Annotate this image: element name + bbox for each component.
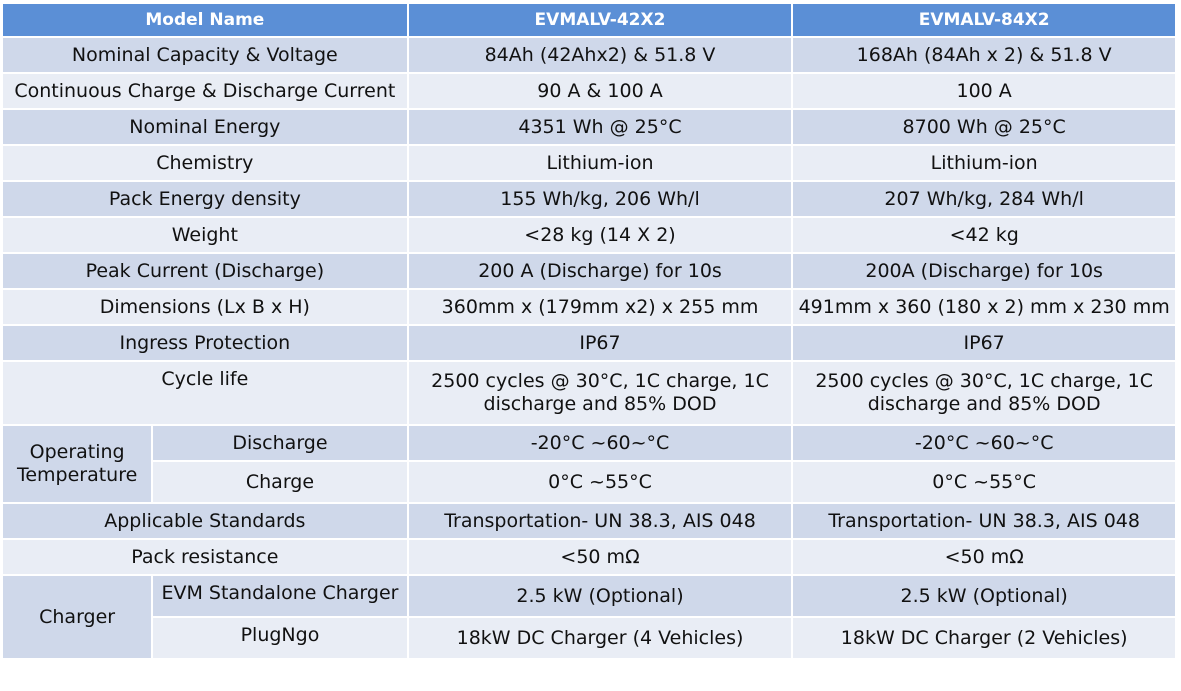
table-row: PlugNgo 18kW DC Charger (4 Vehicles) 18k… (3, 618, 1175, 658)
cell-84x2: Lithium-ion (793, 146, 1175, 180)
row-label: PlugNgo (153, 618, 407, 658)
operating-temperature-label: Operating Temperature (3, 426, 152, 502)
table-row: Cycle life 2500 cycles @ 30°C, 1C charge… (3, 362, 1175, 424)
cell-42x2: 90 A & 100 A (408, 74, 792, 108)
table-row: Chemistry Lithium-ion Lithium-ion (3, 146, 1175, 180)
cell-42x2: IP67 (408, 326, 792, 360)
row-label: Pack resistance (3, 540, 407, 574)
cell-42x2: Transportation- UN 38.3, AIS 048 (408, 504, 792, 538)
cell-42x2: 360mm x (179mm x2) x 255 mm (408, 290, 792, 324)
row-label: Chemistry (3, 146, 407, 180)
table-row: Pack Energy density 155 Wh/kg, 206 Wh/l … (3, 182, 1175, 216)
row-label: Peak Current (Discharge) (3, 254, 407, 288)
header-model-42x2: EVMALV-42X2 (408, 4, 792, 36)
cell-42x2: 84Ah (42Ahx2) & 51.8 V (408, 38, 792, 72)
table-row: Ingress Protection IP67 IP67 (3, 326, 1175, 360)
cell-42x2: Lithium-ion (408, 146, 792, 180)
header-model-name: Model Name (3, 4, 407, 36)
cell-84x2: 8700 Wh @ 25°C (793, 110, 1175, 144)
cell-42x2: 2.5 kW (Optional) (408, 576, 792, 616)
table-row: Weight <28 kg (14 X 2) <42 kg (3, 218, 1175, 252)
cell-84x2: -20°C ~60~°C (793, 426, 1175, 460)
row-label: EVM Standalone Charger (153, 576, 407, 616)
row-label: Cycle life (3, 362, 407, 424)
cell-42x2: 2500 cycles @ 30°C, 1C charge, 1C discha… (408, 362, 792, 424)
cell-42x2: 18kW DC Charger (4 Vehicles) (408, 618, 792, 658)
table-row: Nominal Energy 4351 Wh @ 25°C 8700 Wh @ … (3, 110, 1175, 144)
cell-84x2: 2.5 kW (Optional) (793, 576, 1175, 616)
cell-42x2: 200 A (Discharge) for 10s (408, 254, 792, 288)
row-label: Ingress Protection (3, 326, 407, 360)
cell-42x2: 4351 Wh @ 25°C (408, 110, 792, 144)
cell-84x2: IP67 (793, 326, 1175, 360)
table-row: Charge 0°C ~55°C 0°C ~55°C (3, 462, 1175, 502)
cell-84x2: <42 kg (793, 218, 1175, 252)
cell-84x2: 207 Wh/kg, 284 Wh/l (793, 182, 1175, 216)
charger-label: Charger (3, 576, 152, 658)
row-label: Pack Energy density (3, 182, 407, 216)
cell-84x2: 200A (Discharge) for 10s (793, 254, 1175, 288)
cell-84x2: 100 A (793, 74, 1175, 108)
table-row: Charger EVM Standalone Charger 2.5 kW (O… (3, 576, 1175, 658)
cell-84x2: 18kW DC Charger (2 Vehicles) (793, 618, 1175, 658)
table-row: Operating Temperature Discharge -20°C ~6… (3, 426, 1175, 502)
table-row: Pack resistance <50 mΩ <50 mΩ (3, 540, 1175, 574)
cell-84x2: 491mm x 360 (180 x 2) mm x 230 mm (793, 290, 1175, 324)
row-label: Applicable Standards (3, 504, 407, 538)
cell-42x2: <28 kg (14 X 2) (408, 218, 792, 252)
table-row: Dimensions (Lx B x H) 360mm x (179mm x2)… (3, 290, 1175, 324)
spec-table: Model Name EVMALV-42X2 EVMALV-84X2 Nomin… (1, 2, 1177, 660)
row-label: Discharge (153, 426, 407, 460)
header-model-84x2: EVMALV-84X2 (793, 4, 1175, 36)
row-label: Dimensions (Lx B x H) (3, 290, 407, 324)
cell-42x2: 155 Wh/kg, 206 Wh/l (408, 182, 792, 216)
row-label: Charge (153, 462, 407, 502)
row-label: Nominal Capacity & Voltage (3, 38, 407, 72)
table-row: Continuous Charge & Discharge Current 90… (3, 74, 1175, 108)
cell-84x2: 2500 cycles @ 30°C, 1C charge, 1C discha… (793, 362, 1175, 424)
row-label: Continuous Charge & Discharge Current (3, 74, 407, 108)
table-row: Nominal Capacity & Voltage 84Ah (42Ahx2)… (3, 38, 1175, 72)
table-row: Peak Current (Discharge) 200 A (Discharg… (3, 254, 1175, 288)
cell-84x2: <50 mΩ (793, 540, 1175, 574)
cell-84x2: 0°C ~55°C (793, 462, 1175, 502)
table-row: Applicable Standards Transportation- UN … (3, 504, 1175, 538)
row-label: Weight (3, 218, 407, 252)
header-row: Model Name EVMALV-42X2 EVMALV-84X2 (3, 4, 1175, 36)
cell-84x2: 168Ah (84Ah x 2) & 51.8 V (793, 38, 1175, 72)
cell-42x2: <50 mΩ (408, 540, 792, 574)
cell-42x2: -20°C ~60~°C (408, 426, 792, 460)
row-label: Nominal Energy (3, 110, 407, 144)
cell-42x2: 0°C ~55°C (408, 462, 792, 502)
cell-84x2: Transportation- UN 38.3, AIS 048 (793, 504, 1175, 538)
